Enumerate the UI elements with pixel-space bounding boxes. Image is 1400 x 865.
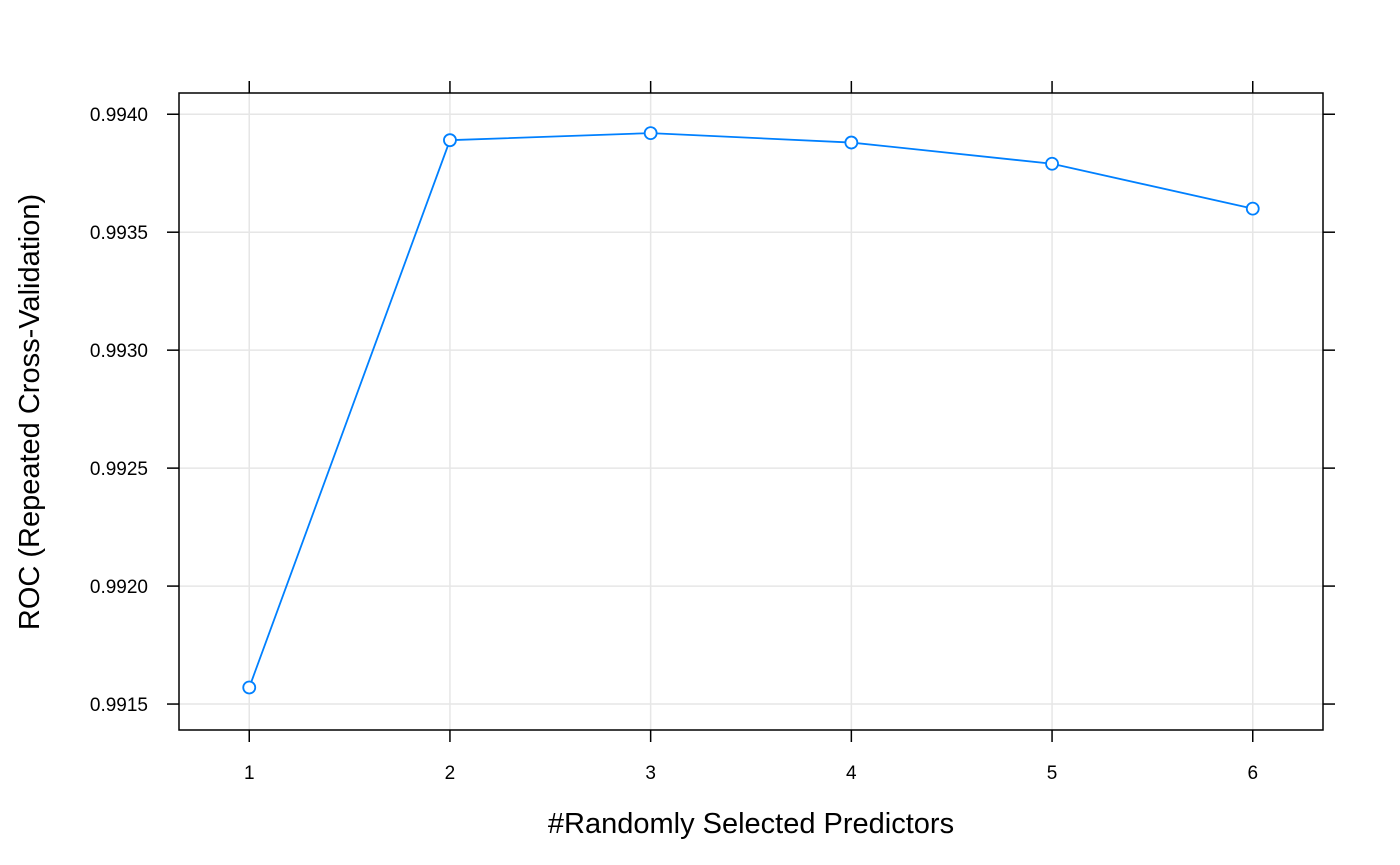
- data-point: [1245, 201, 1260, 216]
- x-tick-label: 4: [846, 763, 857, 784]
- y-tick-label: 0.9920: [90, 577, 148, 598]
- data-point: [443, 133, 457, 148]
- y-tick-label: 0.9935: [90, 223, 148, 244]
- series-layer: [242, 126, 1260, 695]
- x-axis-title: #Randomly Selected Predictors: [548, 808, 954, 840]
- tick-marks: [167, 81, 1335, 742]
- data-point: [844, 135, 859, 150]
- plot-frame: [178, 92, 1324, 731]
- x-tick-label: 6: [1247, 763, 1258, 784]
- y-tick-label: 0.9925: [90, 459, 148, 480]
- x-tick-label: 1: [244, 763, 255, 784]
- x-tick-label: 2: [445, 763, 456, 784]
- x-tick-label: 5: [1047, 763, 1058, 784]
- data-point: [242, 680, 257, 695]
- grid-lines: [179, 93, 1323, 730]
- y-axis-title: ROC (Repeated Cross-Validation): [14, 194, 46, 630]
- tick-labels: 0.9915 0.9920 0.9925 0.9930 0.9935 0.9940 1 2 3 4…: [90, 105, 1258, 784]
- x-tick-label: 3: [645, 763, 656, 784]
- y-tick-label: 0.9915: [90, 695, 148, 716]
- y-tick-label: 0.9940: [90, 105, 148, 126]
- data-point: [643, 126, 658, 141]
- y-tick-label: 0.9930: [90, 341, 148, 362]
- data-point: [1045, 156, 1059, 171]
- series-line: [248, 132, 1253, 688]
